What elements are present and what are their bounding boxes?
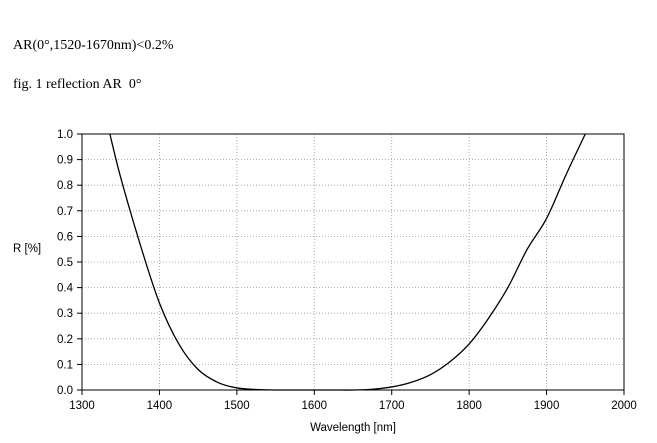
x-tick-label: 1500	[224, 400, 250, 412]
y-tick-label: 0.5	[57, 257, 73, 269]
y-tick-label: 0.2	[57, 334, 73, 346]
x-axis-title: Wavelength [nm]	[310, 422, 396, 434]
y-tick-label: 0.8	[57, 180, 73, 192]
y-tick-label: 0.4	[57, 283, 74, 295]
y-tick-label: 1.0	[57, 129, 73, 141]
axis-ticks: 1300 1400 1500 1600 1700 1800 1900 2000 0.0 0.1 0.…	[57, 129, 637, 412]
y-tick-label: 0.9	[57, 155, 73, 167]
x-tick-label: 1600	[301, 400, 327, 412]
spec-line: AR(0°,1520-1670nm)<0.2%	[13, 38, 174, 53]
y-tick-label: 0.0	[57, 385, 73, 397]
y-tick-label: 0.1	[57, 359, 73, 371]
x-tick-label: 1300	[69, 400, 95, 412]
y-tick-label: 0.6	[57, 231, 73, 243]
grid-lines	[82, 134, 624, 390]
y-tick-label: 0.3	[57, 308, 73, 320]
x-tick-label: 1700	[379, 400, 405, 412]
series-layer	[109, 133, 586, 391]
x-tick-label: 1800	[456, 400, 482, 412]
figure-caption: fig. 1 reflection AR 0°	[13, 77, 142, 92]
x-tick-label: 2000	[611, 400, 637, 412]
y-tick-label: 0.7	[57, 206, 73, 218]
x-tick-label: 1900	[534, 400, 560, 412]
x-tick-label: 1400	[147, 400, 173, 412]
reflection-curve	[109, 133, 586, 391]
y-axis-title: R [%]	[13, 243, 41, 255]
